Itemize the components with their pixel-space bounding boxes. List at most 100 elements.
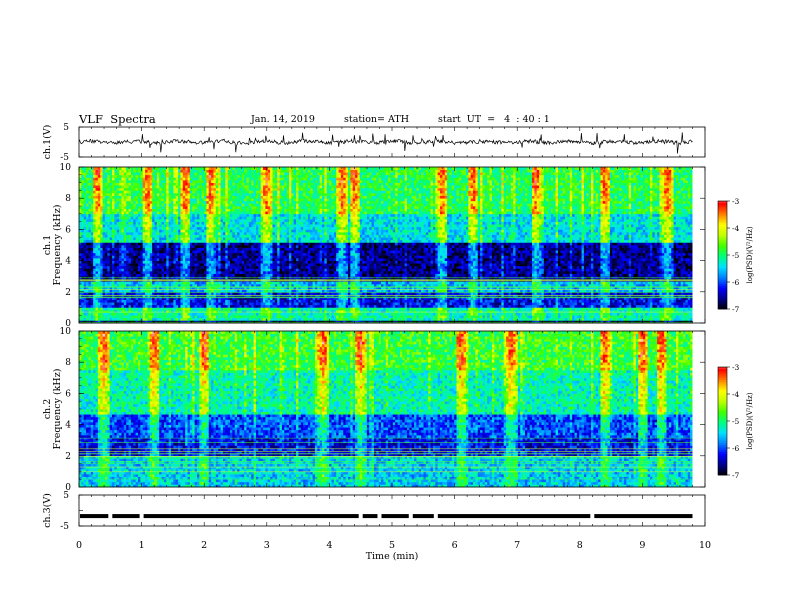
ch1-spectrogram-cell bbox=[155, 242, 158, 245]
ch1-spectrogram-cell bbox=[136, 201, 139, 204]
ch1-spectrogram-cell bbox=[221, 302, 224, 305]
ch1-spectrogram-cell bbox=[221, 274, 224, 277]
ch1-spectrogram-cell bbox=[173, 170, 176, 173]
ch1-spectrogram-cell bbox=[247, 305, 250, 308]
ch1-spectrogram-cell bbox=[79, 198, 82, 201]
ch1-spectrogram-cell bbox=[136, 175, 139, 178]
ch1-spectrogram-cell bbox=[261, 242, 264, 245]
ch1-spectrogram-cell bbox=[237, 206, 240, 209]
ch1-spectrogram-cell bbox=[223, 266, 226, 269]
ch1-spectrogram-cell bbox=[152, 224, 155, 227]
ch1-spectrogram-cell bbox=[192, 258, 195, 261]
ch1-spectrogram-cell bbox=[242, 245, 245, 248]
ch1-spectrogram-cell bbox=[270, 271, 273, 274]
ch1-spectrogram-cell bbox=[159, 245, 162, 248]
ch1-spectrogram-cell bbox=[162, 175, 165, 178]
ch1-spectrogram-cell bbox=[159, 250, 162, 253]
ch1-spectrogram-cell bbox=[124, 255, 127, 258]
ch1-spectrogram-cell bbox=[103, 258, 106, 261]
ch1-spectrogram-cell bbox=[268, 219, 271, 222]
ch1-spectrogram-cell bbox=[183, 313, 186, 316]
ch1-spectrogram-cell bbox=[155, 214, 158, 217]
ch1-spectrogram-cell bbox=[140, 255, 143, 258]
ch1-spectrogram-cell bbox=[162, 222, 165, 225]
ch1-spectrogram-cell bbox=[211, 261, 214, 264]
ch1-spectrogram-cell bbox=[159, 227, 162, 230]
ch1-spectrogram-cell bbox=[173, 237, 176, 240]
ch1-spectrogram-cell bbox=[91, 315, 94, 318]
ch1-spectrogram-cell bbox=[263, 250, 266, 253]
ch1-spectrogram-cell bbox=[140, 172, 143, 175]
ch1-spectrogram-cell bbox=[228, 240, 231, 243]
ch1-spectrogram-cell bbox=[171, 248, 174, 251]
ch1-spectrogram-cell bbox=[247, 224, 250, 227]
ch1-spectrogram-cell bbox=[100, 201, 103, 204]
ch1-spectrogram-cell bbox=[79, 310, 82, 313]
ch1-spectrogram-cell bbox=[209, 167, 212, 170]
ch1-spectrogram-cell bbox=[230, 263, 233, 266]
ch1-spectrogram-cell bbox=[138, 170, 141, 173]
ch1-spectrogram-cell bbox=[268, 198, 271, 201]
ch1-spectrogram-cell bbox=[209, 266, 212, 269]
ch1-spectrogram-cell bbox=[261, 263, 264, 266]
ch1-spectrogram-cell bbox=[147, 242, 150, 245]
ch1-spectrogram-cell bbox=[202, 305, 205, 308]
ch1-spectrogram-cell bbox=[124, 232, 127, 235]
ch1-spectrogram-cell bbox=[188, 237, 191, 240]
ch1-spectrogram-cell bbox=[173, 307, 176, 310]
ch1-spectrogram-cell bbox=[124, 307, 127, 310]
ch1-spectrogram-cell bbox=[162, 201, 165, 204]
ch1-spectrogram-cell bbox=[107, 242, 110, 245]
ch1-spectrogram-cell bbox=[159, 170, 162, 173]
ch1-spectrogram-cell bbox=[129, 183, 132, 186]
ch1-spectrogram-cell bbox=[254, 281, 257, 284]
ch1-spectrogram-cell bbox=[183, 190, 186, 193]
ch1-spectrogram-cell bbox=[183, 198, 186, 201]
ch1-spectrogram-cell bbox=[265, 313, 268, 316]
ch1-spectrogram-cell bbox=[183, 255, 186, 258]
ch1-spectrogram-cell bbox=[119, 242, 122, 245]
ch1-spectrogram-cell bbox=[126, 206, 129, 209]
ch1-spectrogram-cell bbox=[209, 209, 212, 212]
ch1-spectrogram-cell bbox=[209, 180, 212, 183]
ch1-spectrogram-cell bbox=[143, 237, 146, 240]
ch1-spectrogram-cell bbox=[152, 198, 155, 201]
ch1-spectrogram-cell bbox=[84, 292, 87, 295]
ch1-spectrogram-cell bbox=[256, 237, 259, 240]
ch1-spectrogram-cell bbox=[204, 177, 207, 180]
ch1-spectrogram-cell bbox=[140, 188, 143, 191]
ch1-spectrogram-cell bbox=[244, 206, 247, 209]
ch1-spectrogram-cell bbox=[242, 253, 245, 256]
ch1-spectrogram-cell bbox=[180, 227, 183, 230]
ch1-spectrogram-cell bbox=[237, 216, 240, 219]
ch1-spectrogram-cell bbox=[199, 242, 202, 245]
ch1-spectrogram-cell bbox=[239, 263, 242, 266]
ch1-spectrogram-cell bbox=[117, 229, 120, 232]
ch1-spectrogram-cell bbox=[96, 300, 99, 303]
ch1-spectrogram-cell bbox=[185, 216, 188, 219]
ch1-spectrogram-cell bbox=[131, 302, 134, 305]
ch1-spectrogram-cell bbox=[107, 201, 110, 204]
ch1-spectrogram-cell bbox=[157, 302, 160, 305]
ch1-spectrogram-cell bbox=[169, 235, 172, 238]
ch1-spectrogram-cell bbox=[247, 266, 250, 269]
ch1-spectrogram-cell bbox=[265, 211, 268, 214]
ch1-spectrogram-cell bbox=[232, 302, 235, 305]
ch1-spectrogram-cell bbox=[268, 203, 271, 206]
ch1-spectrogram-cell bbox=[258, 310, 261, 313]
ch1-spectrogram-cell bbox=[185, 245, 188, 248]
ch1-spectrogram-cell bbox=[112, 180, 115, 183]
ch1-spectrogram-cell bbox=[254, 190, 257, 193]
ch1-spectrogram-cell bbox=[103, 250, 106, 253]
ch1-spectrogram-cell bbox=[152, 263, 155, 266]
ch1-spectrogram-cell bbox=[140, 266, 143, 269]
ch1-spectrogram-cell bbox=[79, 190, 82, 193]
ch1-spectrogram-cell bbox=[93, 193, 96, 196]
ch1-spectrogram-cell bbox=[152, 237, 155, 240]
ch1-spectrogram-cell bbox=[197, 216, 200, 219]
ch1-spectrogram-cell bbox=[213, 227, 216, 230]
ch1-spectrogram-cell bbox=[140, 175, 143, 178]
ch1-spectrogram-cell bbox=[237, 175, 240, 178]
ch1-spectrogram-cell bbox=[105, 188, 108, 191]
ch1-spectrogram-cell bbox=[84, 214, 87, 217]
